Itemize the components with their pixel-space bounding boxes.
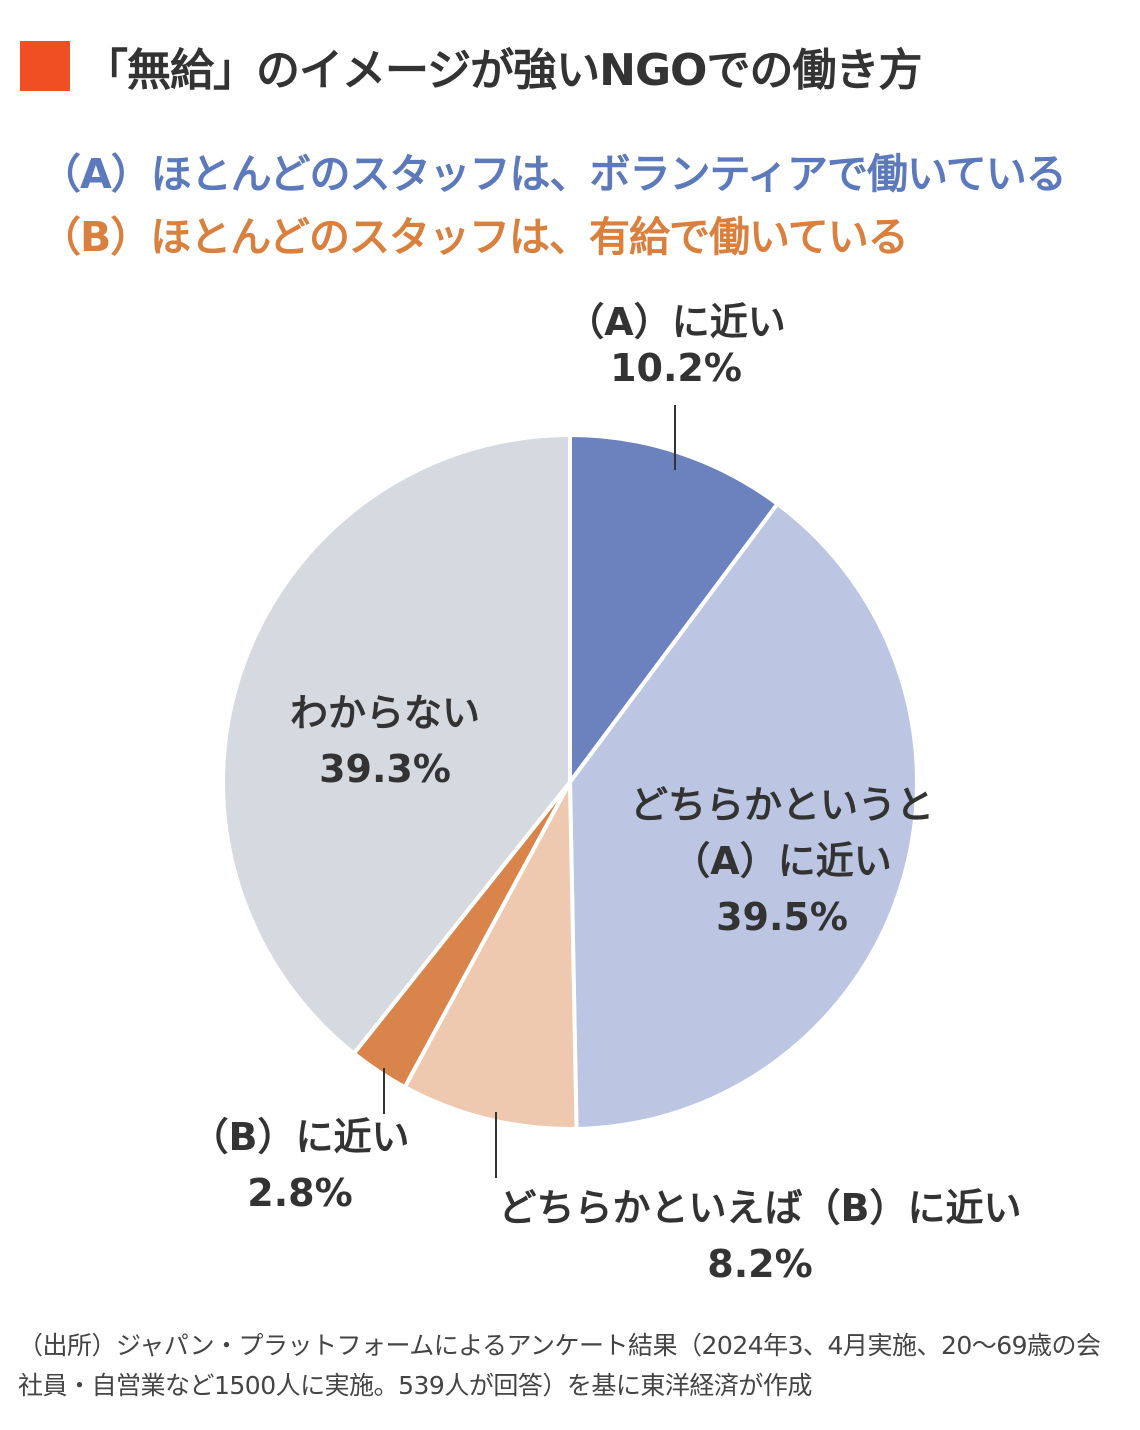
slice-label-4: （B）に近い 2.8% xyxy=(191,1115,410,1215)
slice-label-4-line-2: 2.8% xyxy=(247,1171,352,1215)
slice-label-5: わからない 39.3% xyxy=(290,691,480,791)
title-block: 「無給」のイメージが強いNGOでの働き方 xyxy=(20,36,922,96)
pie-slice-2 xyxy=(568,501,919,1131)
legend-a: （A）ほとんどのスタッフは、ボランティアで働いている xyxy=(40,150,1067,198)
source-note: （出所）ジャパン・プラットフォームによるアンケート結果（2024年3、4月実施、… xyxy=(18,1326,1128,1406)
pie-slices xyxy=(221,433,919,1131)
pie-slice-5 xyxy=(221,433,572,1056)
leader-lines xyxy=(383,405,676,1178)
pie-slice-1 xyxy=(568,433,780,784)
slice-label-1: （A）に近い 10.2% xyxy=(566,300,785,390)
legend-b: （B）ほとんどのスタッフは、有給で働いている xyxy=(40,213,909,261)
pie-chart: （A）に近い 10.2%どちらかというと（A）に近い 39.5%どちらかといえば（B… xyxy=(191,300,1022,1286)
slice-label-4-line-1: （B）に近い xyxy=(191,1115,410,1159)
slice-label-3: どちらかといえば（B）に近い 8.2% xyxy=(499,1186,1022,1286)
slice-labels: （A）に近い 10.2%どちらかというと（A）に近い 39.5%どちらかといえば（B… xyxy=(191,300,1022,1286)
slice-label-5-line-1: わからない xyxy=(290,691,480,735)
source-note-line-2: 社員・自営業など1500人に実施。539人が回答）を基に東洋経済が作成 xyxy=(18,1371,812,1400)
slice-label-2-line-2: （A）に近い xyxy=(672,839,891,883)
chart-title: 「無給」のイメージが強いNGOでの働き方 xyxy=(84,45,922,96)
slice-label-2-line-1: どちらかというと xyxy=(630,783,934,827)
slice-label-1-line-2: 10.2% xyxy=(610,346,742,390)
slice-label-3-line-2: 8.2% xyxy=(707,1242,812,1286)
pie-slice-3 xyxy=(402,780,579,1131)
title-marker xyxy=(20,41,70,91)
slice-label-1-line-1: （A）に近い xyxy=(566,300,785,344)
slice-label-3-line-1: どちらかといえば（B）に近い xyxy=(499,1186,1022,1230)
slice-label-5-line-2: 39.3% xyxy=(319,747,451,791)
slice-label-2: どちらかというと （A）に近い 39.5% xyxy=(630,783,934,939)
slice-label-2-line-3: 39.5% xyxy=(716,895,848,939)
source-note-line-1: （出所）ジャパン・プラットフォームによるアンケート結果（2024年3、4月実施、… xyxy=(18,1331,1101,1360)
